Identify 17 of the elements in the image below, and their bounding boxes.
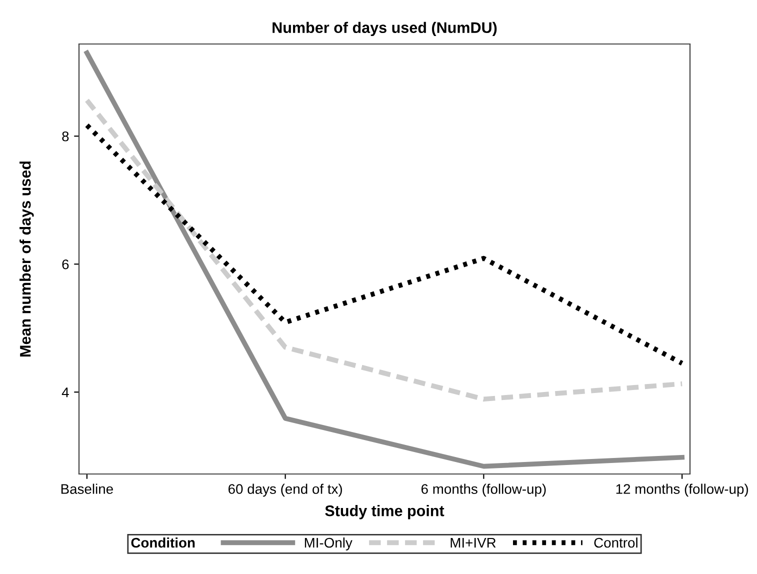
legend-title: Condition bbox=[131, 537, 195, 548]
y-axis-title: Mean number of days used bbox=[20, 162, 34, 356]
chart-title: Number of days used (NumDU) bbox=[272, 22, 497, 36]
x-axis-title: Study time point bbox=[325, 505, 444, 520]
line-series bbox=[84, 98, 684, 402]
y-tick-label: 6 bbox=[62, 259, 69, 270]
x-tick-label: 6 months (follow-up) bbox=[421, 484, 546, 497]
x-tick-label: 60 days (end of tx) bbox=[228, 484, 342, 497]
legend-label: Control bbox=[594, 537, 638, 548]
legend-label: MI-Only bbox=[304, 537, 352, 550]
line-series bbox=[84, 122, 684, 366]
legend-label: MI+IVR bbox=[450, 538, 496, 548]
x-tick-label: 12 months (follow-up) bbox=[616, 484, 748, 497]
x-tick-label: Baseline bbox=[61, 484, 113, 494]
y-tick-label: 8 bbox=[62, 131, 69, 142]
y-tick-label: 4 bbox=[62, 388, 69, 398]
line-series bbox=[84, 50, 684, 469]
